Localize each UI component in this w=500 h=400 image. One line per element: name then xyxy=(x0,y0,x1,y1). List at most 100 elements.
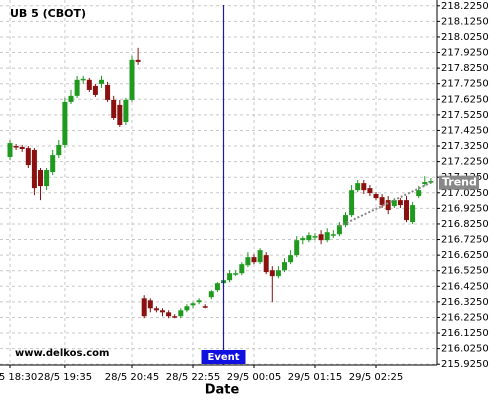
x-axis-title: Date xyxy=(205,383,240,398)
candle-body xyxy=(184,306,190,311)
candle-body xyxy=(306,235,312,241)
y-tick-label: 217.5250 xyxy=(441,110,489,121)
candle-body xyxy=(117,104,123,125)
y-tick-label: 216.0250 xyxy=(441,344,489,355)
candle-body xyxy=(214,283,220,291)
candle-body xyxy=(111,99,117,118)
candle-body xyxy=(282,262,287,271)
candle-body xyxy=(99,79,104,84)
y-tick-label: 216.2250 xyxy=(441,312,489,323)
y-tick-label: 216.7250 xyxy=(441,235,489,246)
candle-body xyxy=(202,306,208,308)
candle-body xyxy=(288,255,294,263)
x-tick-label: 28/5 18:30 xyxy=(0,372,37,383)
candle-body xyxy=(105,84,111,100)
candle-body xyxy=(62,101,68,145)
candle-body xyxy=(44,170,50,187)
candle-body xyxy=(416,190,422,197)
candle-body xyxy=(428,181,434,183)
candle-body xyxy=(135,59,141,62)
y-tick-label: 217.6250 xyxy=(441,94,489,105)
candle-body xyxy=(19,146,25,149)
candle-body xyxy=(330,234,336,236)
candle-body xyxy=(80,78,86,81)
candle-body xyxy=(86,79,92,90)
candle-body xyxy=(294,240,300,256)
y-tick-label: 218.1250 xyxy=(441,16,489,27)
y-tick-label: 217.8250 xyxy=(441,63,489,74)
candle-body xyxy=(196,300,202,303)
candle-body xyxy=(324,232,330,241)
candle-body xyxy=(336,225,342,235)
candle-body xyxy=(74,79,80,96)
candle-body xyxy=(38,170,43,187)
candle-body xyxy=(239,264,245,274)
candle-body xyxy=(7,143,13,157)
event-label-box xyxy=(201,350,246,364)
y-tick-label: 215.9250 xyxy=(441,359,489,370)
candle-body xyxy=(422,182,428,185)
candle-body xyxy=(166,312,172,317)
candle-body xyxy=(385,200,391,211)
y-tick-label: 216.5250 xyxy=(441,266,489,277)
y-tick-label: 216.4250 xyxy=(441,281,489,292)
candle-body xyxy=(68,95,74,102)
candle-body xyxy=(245,257,251,266)
candle-body xyxy=(391,200,397,207)
candle-body xyxy=(349,190,355,216)
candle-body xyxy=(379,197,385,206)
y-tick-label: 217.7250 xyxy=(441,79,489,90)
candle-body xyxy=(25,148,31,166)
candle-body xyxy=(312,236,318,238)
candle-body xyxy=(92,85,98,95)
candle-body xyxy=(361,183,367,191)
y-tick-label: 216.3250 xyxy=(441,297,489,308)
candle-body xyxy=(410,205,416,223)
candle-body xyxy=(178,310,184,317)
y-tick-label: 216.1250 xyxy=(441,328,489,339)
y-tick-label: 217.2250 xyxy=(441,157,489,168)
trend-line xyxy=(338,181,432,228)
x-tick-label: 29/5 01:15 xyxy=(288,372,342,383)
candle-body xyxy=(147,300,153,309)
candle-body xyxy=(123,99,129,123)
event-label: Event xyxy=(207,352,239,363)
x-tick-label: 29/5 02:25 xyxy=(349,372,403,383)
x-tick-label: 28/5 19:35 xyxy=(38,372,92,383)
y-tick-label: 216.9250 xyxy=(441,203,489,214)
y-tick-label: 216.6250 xyxy=(441,250,489,261)
x-tick-label: 28/5 20:45 xyxy=(105,372,159,383)
candle-body xyxy=(227,273,233,281)
candle-body xyxy=(208,291,214,298)
candle-body xyxy=(160,310,165,313)
candle-body xyxy=(373,194,379,199)
y-tick-label: 218.2250 xyxy=(441,1,489,12)
candle-body xyxy=(233,273,239,275)
watermark: www.delkos.com xyxy=(15,348,109,359)
y-tick-label: 217.9250 xyxy=(441,48,489,59)
candle-body xyxy=(190,303,196,306)
trend-label: Trend xyxy=(442,176,477,189)
candle-body xyxy=(397,200,403,206)
candle-body xyxy=(31,149,37,189)
candle-body xyxy=(251,257,257,263)
candle-body xyxy=(355,183,361,191)
candle-body xyxy=(318,234,324,241)
y-tick-label: 216.8250 xyxy=(441,219,489,230)
candle-body xyxy=(343,215,348,226)
candle-body xyxy=(404,200,409,221)
candle-body xyxy=(56,144,62,156)
x-tick-label: 29/5 00:05 xyxy=(227,372,281,383)
candle-body xyxy=(50,155,56,173)
y-tick-label: 217.3250 xyxy=(441,141,489,152)
trend-label-box xyxy=(439,175,479,190)
marks xyxy=(7,47,434,319)
y-tick-label: 217.0250 xyxy=(441,188,489,199)
y-tick-label: 218.0250 xyxy=(441,32,489,43)
candle-body xyxy=(263,255,269,273)
candle-body xyxy=(300,238,306,241)
chart-title: UB 5 (CBOT) xyxy=(10,7,86,20)
candle-body xyxy=(275,270,281,277)
